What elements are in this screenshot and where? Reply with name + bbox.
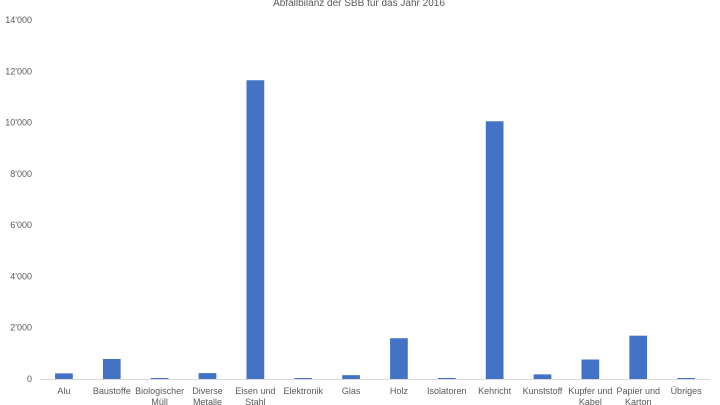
bars <box>55 80 695 380</box>
x-tick-label: Eisen und Stahl <box>235 386 275 405</box>
bar <box>102 358 121 379</box>
bar <box>342 375 360 379</box>
x-tick-label: Übriges <box>671 386 703 396</box>
bar <box>533 374 552 379</box>
y-tick-label: 10'000 <box>5 118 32 128</box>
x-tick-label: Kupfer und Kabel <box>568 386 612 405</box>
y-tick-label: 12'000 <box>5 66 32 76</box>
x-tick-label: Biologischer Müll <box>135 386 184 405</box>
bar <box>294 378 313 379</box>
x-tick-label: Elektronik <box>283 386 323 396</box>
x-tick-label: Isolatoren <box>427 386 467 396</box>
bar <box>677 378 695 379</box>
y-tick-label: 4'000 <box>10 271 32 281</box>
y-tick-label: 6'000 <box>10 220 32 230</box>
y-tick-label: 8'000 <box>10 169 32 179</box>
bar <box>246 80 265 379</box>
y-tick-label: 0 <box>27 374 32 384</box>
bar <box>437 377 456 379</box>
x-tick-label: Alu <box>57 386 70 396</box>
x-tick-label: Kehricht <box>478 386 512 396</box>
y-tick-label: 2'000 <box>10 323 32 333</box>
x-axis: Alu Baustoffe Biologischer Müll Diverse Metal… <box>57 386 702 405</box>
bar <box>55 373 73 379</box>
x-tick-label: Baustoffe <box>93 386 131 396</box>
y-tick-label: 14'000 <box>5 15 32 25</box>
x-tick-label: Papier und Karton <box>616 386 660 405</box>
x-tick-label: Kunststoff <box>523 386 563 396</box>
bar <box>390 338 408 379</box>
y-axis: 0 2'000 4'000 6'000 8'000 10'000 12'000 14'000 <box>5 15 32 384</box>
bar <box>581 359 600 379</box>
bar <box>150 377 169 379</box>
chart-title: Abfallbilanz der SBB für das Jahr 2016 <box>273 0 445 9</box>
bar <box>198 373 217 379</box>
bar <box>485 121 504 380</box>
x-tick-label: Holz <box>390 386 409 396</box>
x-tick-label: Diverse Metalle <box>192 386 223 405</box>
x-tick-label: Glas <box>342 386 361 396</box>
bar <box>629 335 648 379</box>
